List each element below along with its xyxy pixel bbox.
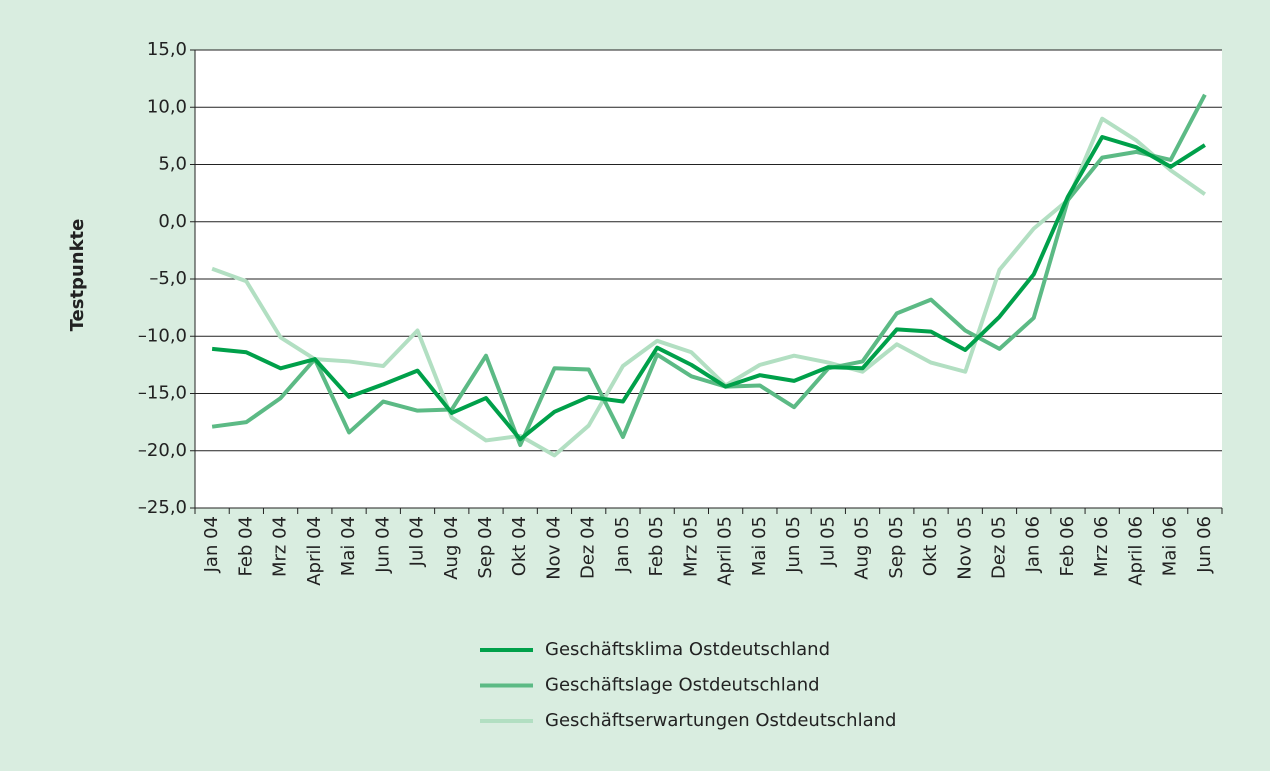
x-tick-label: Mai 04 (338, 516, 359, 576)
series-line (211, 93, 1207, 448)
x-tick-label: Sep 05 (886, 516, 907, 579)
x-tick-label: Jun 04 (372, 516, 393, 574)
x-tick-label: Jan 06 (1023, 516, 1044, 573)
x-tick-label: Nov 05 (954, 516, 975, 580)
x-tick-label: Aug 04 (441, 516, 462, 580)
legend-label: Geschäftsklima Ostdeutschland (545, 639, 830, 660)
x-tick-label: Dez 04 (578, 516, 599, 579)
x-tick-label: Dez 05 (988, 516, 1009, 579)
x-tick-label: Feb 06 (1057, 516, 1078, 577)
x-tick-label: Jan 05 (612, 516, 633, 573)
y-tick-label: –10,0 (138, 325, 187, 346)
series-line (211, 135, 1206, 442)
y-tick-label: –15,0 (138, 383, 187, 404)
x-tick-label: Nov 04 (543, 516, 564, 580)
y-axis-label: Testpunkte (67, 219, 88, 332)
y-tick-label: 5,0 (158, 154, 187, 175)
x-tick-label: April 04 (304, 516, 325, 586)
x-tick-label: April 05 (715, 516, 736, 586)
x-tick-label: Mrz 04 (270, 516, 291, 577)
y-tick-label: –25,0 (138, 497, 187, 518)
x-tick-label: Mrz 05 (680, 516, 701, 577)
x-tick-label: Sep 04 (475, 516, 496, 579)
y-tick-label: 0,0 (158, 211, 187, 232)
series-line (211, 116, 1207, 458)
x-tick-label: Mai 06 (1160, 516, 1181, 576)
y-tick-label: –20,0 (138, 440, 187, 461)
x-tick-label: Jun 05 (783, 516, 804, 574)
x-tick-label: Okt 05 (920, 516, 941, 576)
x-tick-label: Jun 06 (1194, 516, 1215, 574)
x-tick-label: Okt 04 (509, 516, 530, 576)
x-tick-label: Feb 04 (235, 516, 256, 577)
y-tick-label: 15,0 (147, 39, 187, 60)
x-tick-label: April 06 (1125, 516, 1146, 586)
y-tick-label: 10,0 (147, 96, 187, 117)
x-tick-label: Mrz 06 (1091, 516, 1112, 577)
legend-label: Geschäftserwartungen Ostdeutschland (545, 710, 896, 731)
x-tick-label: Jan 04 (201, 516, 222, 573)
x-tick-label: Aug 05 (852, 516, 873, 580)
x-tick-label: Jul 05 (817, 516, 838, 567)
y-tick-label: –5,0 (149, 268, 187, 289)
x-tick-label: Feb 05 (646, 516, 667, 577)
legend-label: Geschäftslage Ostdeutschland (545, 675, 820, 696)
x-tick-label: Jul 04 (407, 516, 428, 567)
x-tick-label: Mai 05 (749, 516, 770, 576)
